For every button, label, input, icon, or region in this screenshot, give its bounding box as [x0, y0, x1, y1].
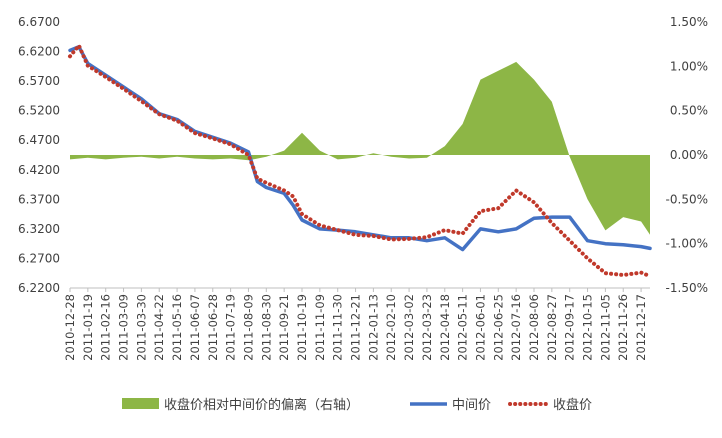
x-axis-tick-label: 2012-01-13: [366, 294, 380, 361]
left-axis-tick-label: 6.6200: [18, 45, 60, 59]
x-axis-tick-label: 2012-10-15: [581, 294, 595, 361]
closing-price-line: [68, 43, 652, 279]
left-axis-tick-label: 6.5200: [18, 104, 60, 118]
x-axis-tick-label: 2011-05-16: [170, 294, 184, 361]
deviation-area: [70, 61, 650, 235]
x-axis-tick-label: 2012-07-16: [509, 294, 523, 361]
right-axis-tick-label: 1.50%: [670, 15, 708, 29]
x-axis-tick-label: 2012-09-17: [563, 294, 577, 361]
x-axis-tick-label: 2011-06-28: [206, 294, 220, 361]
axes-group: 6.6700 6.6200 6.5700 6.5200 6.4700 6.4200 6.37…: [18, 15, 708, 361]
x-axis-tick-label: 2010-12-28: [63, 294, 77, 361]
legend-label-central-parity: 中间价: [452, 398, 491, 413]
x-axis-tick-label: 2012-08-27: [545, 294, 559, 361]
x-axis-tick-label: 2012-08-06: [527, 294, 541, 361]
right-axis-tick-label: 0.00%: [670, 148, 708, 162]
legend-label-closing-price: 收盘价: [553, 397, 592, 413]
x-axis-tick-label: 2012-02-10: [384, 294, 398, 361]
right-axis-tick-label: 0.50%: [670, 104, 708, 118]
x-axis-tick-label: 2011-04-22: [152, 294, 166, 361]
x-axis-tick-label: 2011-11-30: [331, 294, 345, 361]
x-axis-tick-label: 2011-07-19: [224, 294, 238, 361]
left-axis-tick-label: 6.4700: [18, 133, 60, 147]
x-axis-tick-label: 2011-09-21: [277, 294, 291, 361]
x-axis-tick-label: 2011-08-30: [259, 294, 273, 361]
x-axis-tick-label: 2012-06-01: [473, 294, 487, 361]
x-axis-tick-label: 2011-12-21: [349, 294, 363, 361]
legend: 收盘价相对中间价的偏离（右轴） 中间价 收盘价: [122, 397, 592, 413]
left-axis-tick-label: 6.5700: [18, 74, 60, 88]
left-axis-tick-label: 6.6700: [18, 15, 60, 29]
x-axis-tick-label: 2012-03-02: [402, 294, 416, 361]
x-axis-tick-label: 2011-02-16: [99, 294, 113, 361]
x-axis-tick-label: 2012-06-25: [491, 294, 505, 361]
left-axis-tick-label: 6.4200: [18, 163, 60, 177]
x-axis-tick-label: 2012-12-17: [634, 294, 648, 361]
legend-label-deviation: 收盘价相对中间价的偏离（右轴）: [164, 397, 359, 413]
x-axis-tick-label: 2012-11-05: [598, 294, 612, 361]
left-axis-tick-label: 6.3700: [18, 192, 60, 206]
left-axis-tick-label: 6.3200: [18, 222, 60, 236]
x-axis-tick-label: 2011-01-19: [81, 294, 95, 361]
x-axis-tick-label: 2012-11-26: [616, 294, 630, 361]
left-axis-tick-label: 6.2700: [18, 251, 60, 265]
x-axis-tick-label: 2011-08-09: [241, 294, 255, 361]
x-axis-tick-label: 2012-04-18: [438, 294, 452, 361]
x-axis-tick-label: 2012-03-23: [420, 294, 434, 361]
right-axis-tick-label: 1.00%: [670, 59, 708, 73]
x-axis-tick-label: 2011-03-09: [117, 294, 131, 361]
right-axis-tick-label: -1.00%: [666, 237, 708, 251]
x-axis-tick-label: 2012-05-11: [456, 294, 470, 361]
x-axis-tick-label: 2011-10-19: [295, 294, 309, 361]
right-axis-tick-label: -0.50%: [666, 192, 708, 206]
price-lines-group: [68, 43, 652, 279]
right-axis-tick-label: -1.50%: [666, 281, 708, 295]
left-axis-tick-label: 6.2200: [18, 281, 60, 295]
x-axis-tick-label: 2011-03-30: [134, 294, 148, 361]
legend-swatch-deviation: [122, 398, 159, 409]
deviation-area-group: [70, 61, 650, 235]
x-axis-tick-label: 2011-06-07: [188, 294, 202, 361]
x-axis-tick-label: 2011-11-09: [313, 294, 327, 361]
